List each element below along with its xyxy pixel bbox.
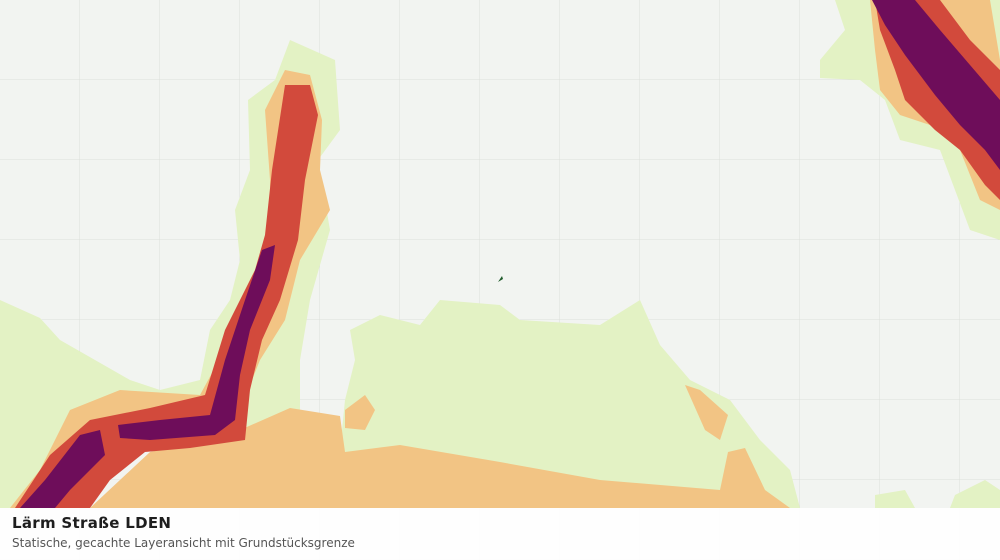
noise-zone-very-high bbox=[20, 0, 1000, 508]
layer-subtitle: Statische, gecachte Layeransicht mit Gru… bbox=[12, 536, 355, 550]
marker bbox=[498, 276, 503, 282]
legend-panel: Lärm Straße LDEN Statische, gecachte Lay… bbox=[0, 508, 1000, 560]
layer-title: Lärm Straße LDEN bbox=[12, 514, 172, 532]
